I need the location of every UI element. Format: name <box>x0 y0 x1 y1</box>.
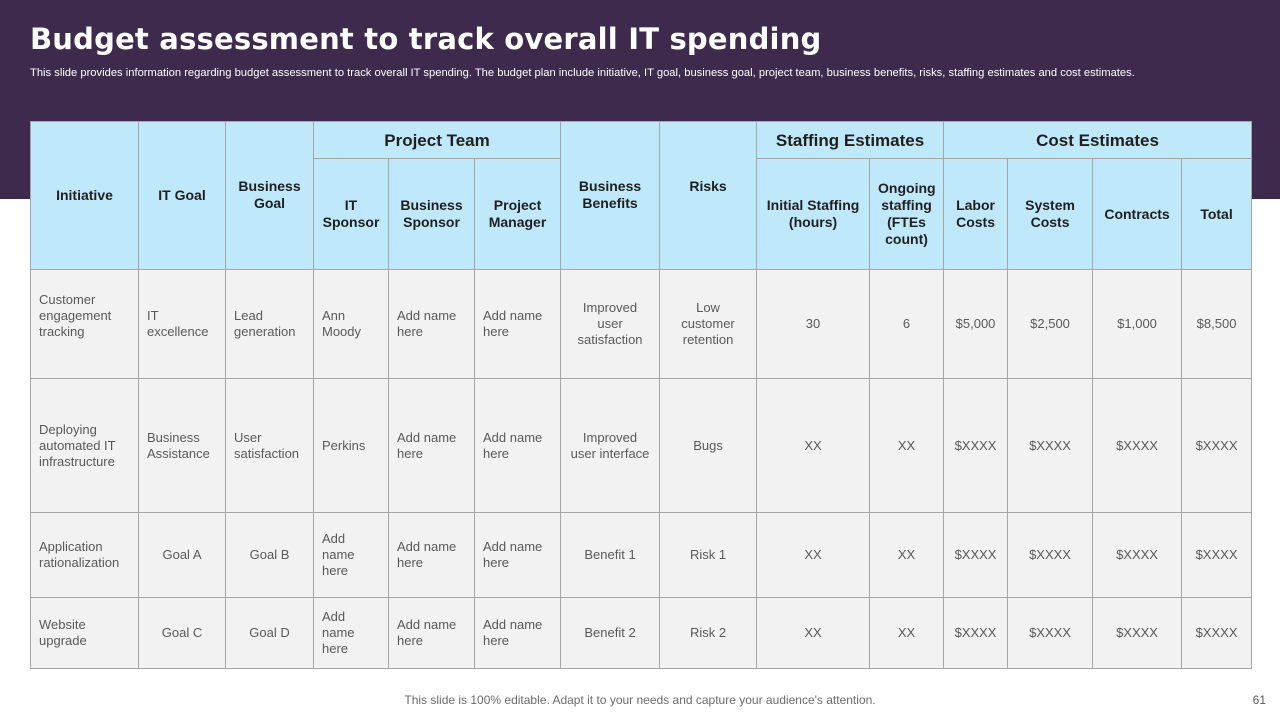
cell-total: $XXXX <box>1181 512 1253 598</box>
cell-risks: Low customer retention <box>659 269 758 379</box>
header-business-sponsor: Business Sponsor <box>388 158 475 270</box>
header-ongoing-staffing: Ongoing staffing (FTEs count) <box>869 158 945 270</box>
cell-initial-staffing: 30 <box>756 269 871 379</box>
cell-business-benefits: Improved user satisfaction <box>560 269 661 379</box>
header-business-goal: Business Goal <box>225 121 314 270</box>
cell-labor-costs: $XXXX <box>943 512 1009 598</box>
cell-risks: Risk 1 <box>659 512 758 598</box>
header-initiative: Initiative <box>30 121 139 270</box>
cell-business-benefits: Benefit 2 <box>560 597 661 669</box>
cell-business-benefits: Benefit 1 <box>560 512 661 598</box>
cell-risks: Bugs <box>659 378 758 513</box>
cell-business-goal: User satisfaction <box>225 378 314 513</box>
cell-total: $XXXX <box>1181 597 1253 669</box>
cell-business-goal: Goal B <box>225 512 314 598</box>
cell-initiative: Application rationalization <box>30 512 139 598</box>
header-system-costs: System Costs <box>1007 158 1094 270</box>
header-staffing-estimates: Staffing Estimates <box>756 121 945 159</box>
budget-table: Initiative IT Goal Business Goal Project… <box>30 121 1253 669</box>
cell-business-benefits: Improved user interface <box>560 378 661 513</box>
header-initial-staffing: Initial Staffing (hours) <box>756 158 871 270</box>
cell-labor-costs: $XXXX <box>943 597 1009 669</box>
slide-description: This slide provides information regardin… <box>30 67 1135 79</box>
cell-system-costs: $XXXX <box>1007 512 1094 598</box>
header-risks: Risks <box>659 121 758 270</box>
cell-project-manager: Add name here <box>473 378 562 513</box>
cell-ongoing-staffing: XX <box>869 378 945 513</box>
header-contracts: Contracts <box>1092 158 1183 270</box>
header-it-goal: IT Goal <box>138 121 226 270</box>
cell-ongoing-staffing: XX <box>869 597 945 669</box>
cell-business-sponsor: Add name here <box>388 597 475 669</box>
cell-project-manager: Add name here <box>473 512 562 598</box>
cell-business-goal: Goal D <box>225 597 314 669</box>
cell-system-costs: $2,500 <box>1007 269 1094 379</box>
cell-total: $8,500 <box>1181 269 1253 379</box>
header-total: Total <box>1181 158 1253 270</box>
header-project-team: Project Team <box>312 121 562 159</box>
cell-initial-staffing: XX <box>756 597 871 669</box>
footer-note: This slide is 100% editable. Adapt it to… <box>404 693 876 707</box>
cell-contracts: $XXXX <box>1092 378 1183 513</box>
table-row: Customer engagement tracking IT excellen… <box>30 269 1253 379</box>
header-it-sponsor: IT Sponsor <box>313 158 389 270</box>
cell-it-sponsor: Perkins <box>313 378 389 513</box>
cell-labor-costs: $5,000 <box>943 269 1009 379</box>
cell-it-sponsor: Add name here <box>313 597 389 669</box>
cell-total: $XXXX <box>1181 378 1253 513</box>
cell-business-sponsor: Add name here <box>388 512 475 598</box>
cell-risks: Risk 2 <box>659 597 758 669</box>
cell-business-sponsor: Add name here <box>388 378 475 513</box>
cell-it-goal: IT excellence <box>138 269 226 379</box>
cell-system-costs: $XXXX <box>1007 597 1094 669</box>
cell-it-goal: Goal A <box>138 512 226 598</box>
cell-it-goal: Goal C <box>138 597 226 669</box>
cell-initial-staffing: XX <box>756 378 871 513</box>
cell-business-sponsor: Add name here <box>388 269 475 379</box>
table-row: Application rationalization Goal A Goal … <box>30 512 1253 598</box>
page-number: 61 <box>1252 693 1266 707</box>
cell-it-sponsor: Ann Moody <box>313 269 389 379</box>
header-business-benefits: Business Benefits <box>560 121 661 270</box>
cell-project-manager: Add name here <box>473 597 562 669</box>
cell-initiative: Website upgrade <box>30 597 139 669</box>
cell-contracts: $XXXX <box>1092 597 1183 669</box>
header-project-manager: Project Manager <box>473 158 562 270</box>
header-cost-estimates: Cost Estimates <box>943 121 1253 159</box>
cell-ongoing-staffing: 6 <box>869 269 945 379</box>
header-labor-costs: Labor Costs <box>943 158 1009 270</box>
cell-contracts: $XXXX <box>1092 512 1183 598</box>
cell-initiative: Customer engagement tracking <box>30 269 139 379</box>
cell-contracts: $1,000 <box>1092 269 1183 379</box>
table-row: Deploying automated IT infrastructure Bu… <box>30 378 1253 513</box>
cell-initiative: Deploying automated IT infrastructure <box>30 378 139 513</box>
page-title: Budget assessment to track overall IT sp… <box>30 22 822 56</box>
cell-initial-staffing: XX <box>756 512 871 598</box>
cell-system-costs: $XXXX <box>1007 378 1094 513</box>
cell-project-manager: Add name here <box>473 269 562 379</box>
table-row: Website upgrade Goal C Goal D Add name h… <box>30 597 1253 669</box>
cell-ongoing-staffing: XX <box>869 512 945 598</box>
cell-it-sponsor: Add name here <box>313 512 389 598</box>
cell-business-goal: Lead generation <box>225 269 314 379</box>
cell-labor-costs: $XXXX <box>943 378 1009 513</box>
cell-it-goal: Business Assistance <box>138 378 226 513</box>
